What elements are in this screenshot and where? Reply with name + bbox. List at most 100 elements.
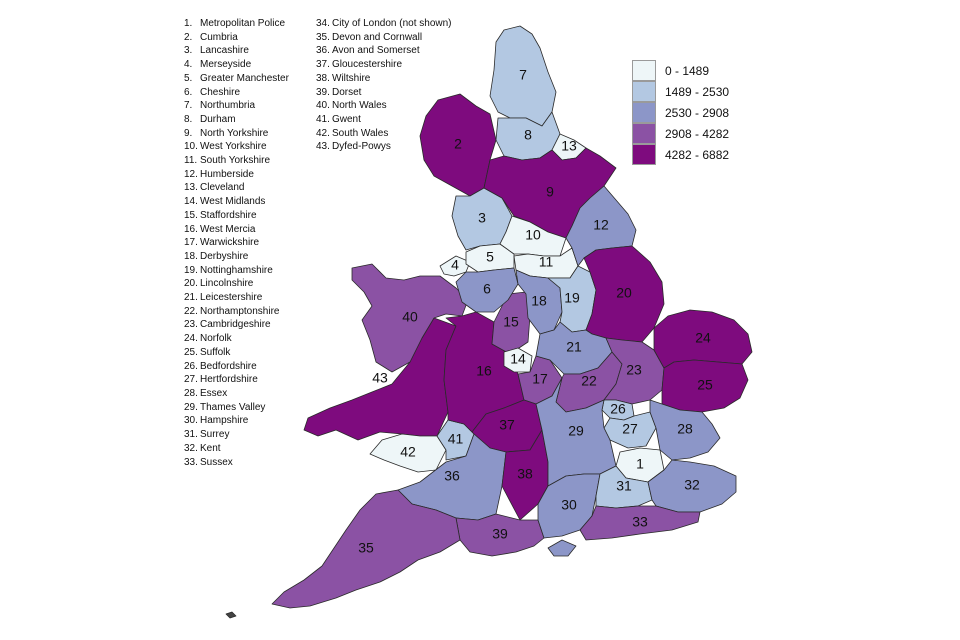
key-item-name: Lancashire [200,45,249,57]
key-item-name: Staffordshire [200,209,257,221]
legend-row: 2530 - 2908 [632,102,729,123]
area-label-33: 33 [632,514,648,530]
key-item: 19. Nottinghamshire [184,264,289,278]
key-item: 24. Norfolk [184,332,289,346]
legend-range-label: 2530 - 2908 [665,105,730,120]
legend-row: 2908 - 4282 [632,123,729,144]
key-item-name: Wiltshire [332,72,371,84]
key-item: 10. West Yorkshire [184,140,289,154]
area-label-31: 31 [616,478,632,494]
key-item-name: Surrey [200,429,230,441]
legend-range-label: 1489 - 2530 [665,84,730,99]
area-label-38: 38 [517,466,533,482]
key-item-name: Essex [200,387,228,399]
key-item-number: 40. [316,100,330,112]
key-item-name: South Yorkshire [200,155,271,167]
key-item: 7. Northumbria [184,99,289,113]
key-item-name: Gwent [332,113,361,125]
key-item-name: Kent [200,442,221,454]
key-item-name: Leicestershire [200,292,263,304]
key-item: 36. Avon and Somerset [316,44,452,58]
key-item: 42. South Wales [316,127,452,141]
key-item-name: Thames Valley [200,401,266,413]
key-item-number: 10. [184,141,198,153]
key-item: 11. South Yorkshire [184,154,289,168]
area-label-12: 12 [593,217,609,233]
key-item-number: 34. [316,18,330,29]
key-item-name: Humberside [200,168,254,180]
key-item-number: 43. [316,141,330,153]
key-item-number: 6. [184,86,193,98]
area-label-17: 17 [532,371,548,387]
legend-row: 0 - 1489 [632,60,729,81]
key-item-name: Metropolitan Police [200,18,286,29]
map-area-23 [603,337,665,405]
map-area-40 [351,263,469,373]
key-item: 27. Hertfordshire [184,373,289,387]
key-item-number: 33. [184,456,198,468]
key-item-name: City of London (not shown) [332,18,452,29]
key-item: 40. North Wales [316,99,452,113]
key-item-name: Avon and Somerset [332,45,420,57]
key-item-name: West Midlands [200,196,266,208]
key-item: 18. Derbyshire [184,250,289,264]
key-item: 20. Lincolnshire [184,277,289,291]
area-label-42: 42 [400,444,416,460]
key-item-name: Dorset [332,86,362,98]
key-item: 28. Essex [184,387,289,401]
key-item-number: 30. [184,415,198,427]
map-area-30-isle [547,539,577,557]
key-item-name: Dyfed-Powys [332,141,391,153]
key-item-number: 22. [184,305,198,317]
key-item-number: 28. [184,387,198,399]
key-item-number: 27. [184,374,198,386]
key-item: 38. Wiltshire [316,72,452,86]
legend-swatch [632,144,656,165]
key-item-name: Cleveland [200,182,245,194]
area-label-14: 14 [510,351,526,367]
key-item-number: 15. [184,209,198,221]
key-item-number: 5. [184,72,193,84]
key-item-name: Northamptonshire [200,305,280,317]
area-label-35: 35 [358,540,374,556]
key-item-name: Derbyshire [200,250,249,262]
area-label-37: 37 [499,417,515,433]
legend-range-label: 2908 - 4282 [665,126,730,141]
area-label-26: 26 [610,401,626,417]
key-item-number: 31. [184,429,198,441]
key-item: 33. Sussex [184,456,289,470]
key-item-number: 9. [184,127,193,139]
key-item-number: 18. [184,250,198,262]
key-item-number: 1. [184,18,193,29]
map-area-35 [271,489,461,609]
key-item: 2. Cumbria [184,31,289,45]
area-label-7: 7 [519,67,527,83]
area-label-19: 19 [564,290,580,306]
map-area-28 [649,399,721,461]
area-label-8: 8 [524,127,532,143]
key-item: 15. Staffordshire [184,209,289,223]
legend-swatch [632,102,656,123]
key-item-name: Cambridgeshire [200,319,271,331]
area-label-20: 20 [616,285,632,301]
key-item-number: 42. [316,127,330,139]
area-label-15: 15 [503,314,519,330]
key-item: 17. Warwickshire [184,236,289,250]
key-item: 4. Merseyside [184,58,289,72]
area-label-9: 9 [546,184,554,200]
key-item: 41. Gwent [316,113,452,127]
key-item: 22. Northamptonshire [184,305,289,319]
key-item-name: Gloucestershire [332,59,403,71]
key-item: 35. Devon and Cornwall [316,31,452,45]
key-item-number: 23. [184,319,198,331]
area-label-22: 22 [581,373,597,389]
map-area-31 [595,465,653,509]
key-item: 1. Metropolitan Police [184,17,289,31]
area-key-column-2: 34. City of London (not shown) 35. Devon an… [316,17,452,154]
key-item-number: 14. [184,196,198,208]
area-label-39: 39 [492,526,508,542]
key-item-number: 11. [184,155,198,167]
key-item-name: South Wales [332,127,389,139]
key-item-number: 38. [316,72,330,84]
